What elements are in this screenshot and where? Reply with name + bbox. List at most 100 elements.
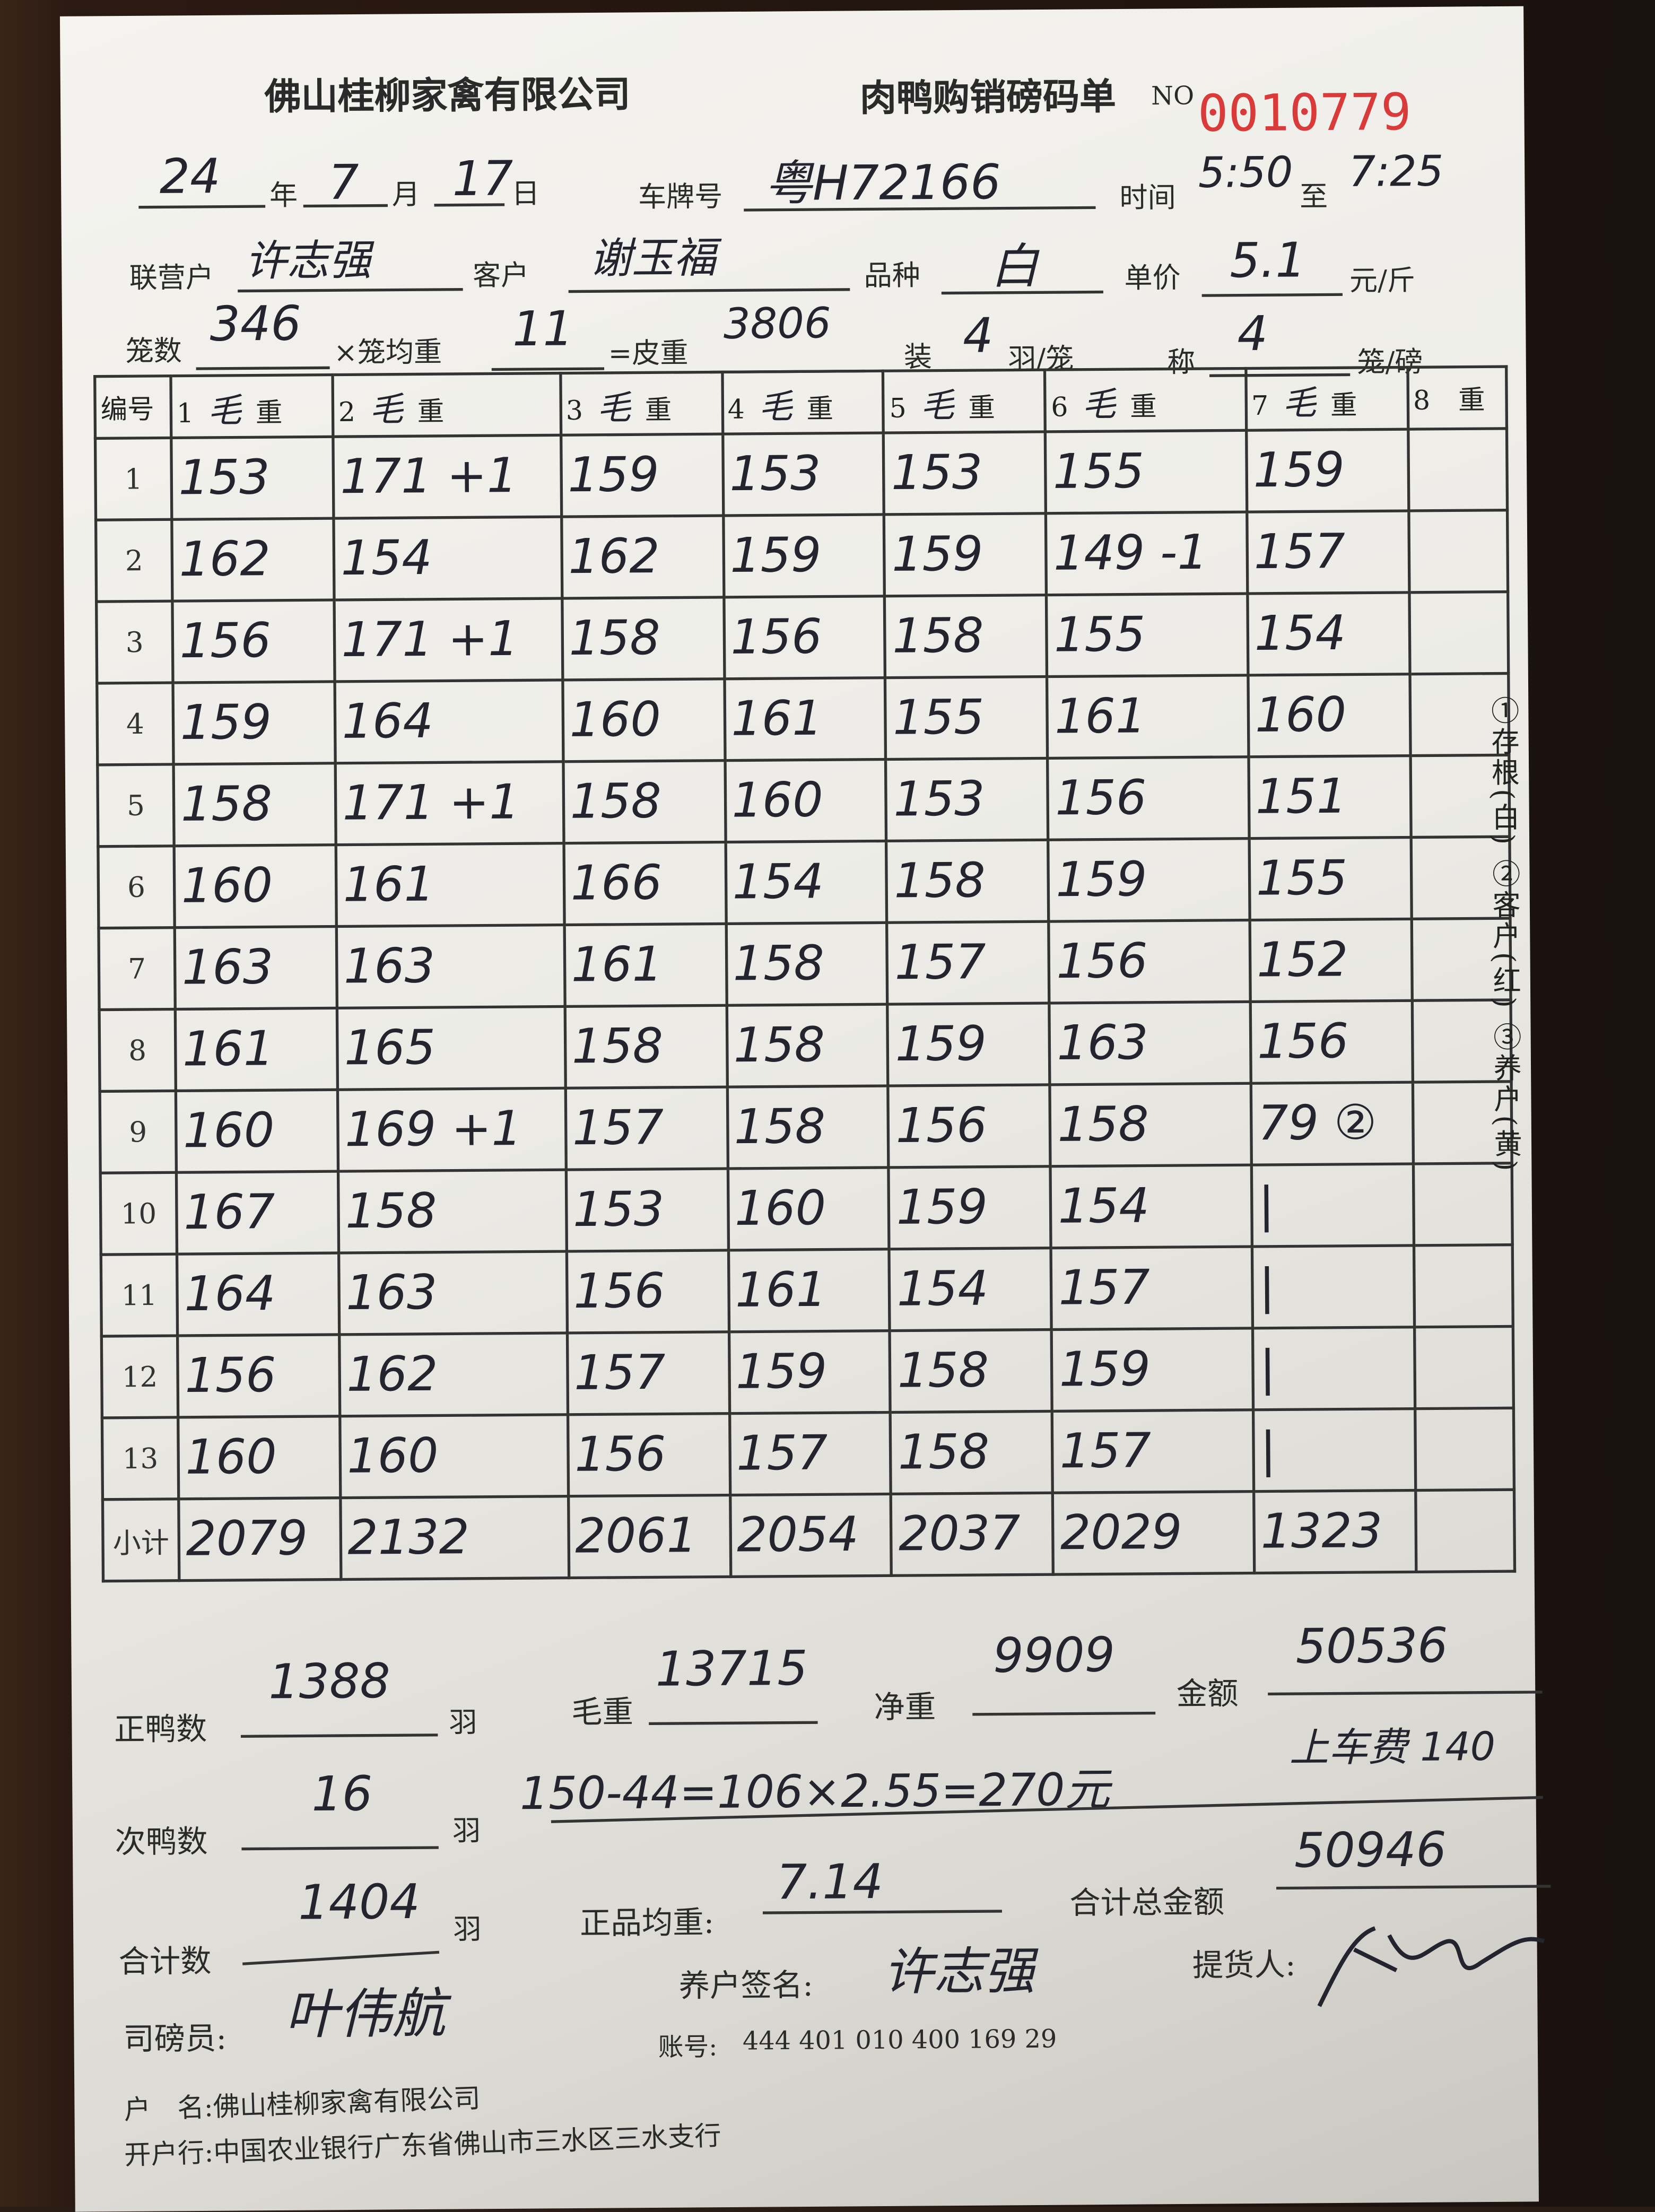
tare-label: =皮重 bbox=[608, 335, 689, 370]
net-label: 净重 bbox=[874, 1691, 936, 1727]
farmer-label: 养户签名: bbox=[678, 1969, 814, 2005]
weight-cell bbox=[1414, 1408, 1514, 1491]
copy-note: ①存根(白) ②客户(红) ③养户(黄) bbox=[1486, 695, 1523, 1174]
avg-label: 正品均重: bbox=[579, 1906, 715, 1943]
row-number: 8 bbox=[99, 1009, 176, 1092]
underline bbox=[242, 1950, 440, 1965]
net-value: 9909 bbox=[992, 1627, 1116, 1685]
weight-cell: 161 bbox=[724, 677, 886, 761]
weight-cell: 159 bbox=[560, 434, 723, 517]
subtotal-cell: 1323 bbox=[1253, 1490, 1416, 1573]
weight-cell: | bbox=[1251, 1164, 1414, 1247]
weight-cell: 159 bbox=[1051, 1328, 1253, 1412]
price-label: 单价 bbox=[1124, 260, 1181, 295]
weight-cell: 162 bbox=[339, 1333, 568, 1416]
subtotal-cell bbox=[1415, 1490, 1515, 1572]
account-name-line: 户 名:佛山桂柳家禽有限公司 bbox=[123, 2078, 481, 2128]
table-row: 1 153 171 +1 159 153 153 155 159 bbox=[95, 428, 1508, 520]
price-value: 5.1 bbox=[1229, 233, 1306, 290]
weight-cell: 155 bbox=[1249, 837, 1412, 920]
column-handwritten: 毛 bbox=[1282, 382, 1317, 423]
column-number: 4 bbox=[727, 394, 745, 425]
weight-cell: 160 bbox=[339, 1414, 568, 1498]
weight-cell: 156 bbox=[888, 1084, 1051, 1168]
year-label: 年 bbox=[269, 178, 298, 212]
bank-name: 中国农业银行广东省佛山市三水区三水支行 bbox=[213, 2120, 722, 2169]
corner-header: 编号 bbox=[94, 376, 171, 439]
weight-cell: 154 bbox=[1050, 1165, 1252, 1248]
underline bbox=[240, 1734, 438, 1738]
subtotal-cell: 2079 bbox=[178, 1497, 341, 1581]
total-value: 1404 bbox=[298, 1874, 421, 1932]
weight-cell: 157 bbox=[887, 921, 1050, 1005]
total-label: 合计数 bbox=[118, 1945, 212, 1981]
subtotal-cell: 2029 bbox=[1053, 1491, 1254, 1575]
weight-cell: 158 bbox=[561, 597, 724, 680]
weight-cell: 156 bbox=[1049, 920, 1250, 1004]
account-number: 444 401 010 400 169 29 bbox=[742, 2025, 1057, 2057]
weight-cell bbox=[1407, 428, 1508, 511]
weight-cell: 163 bbox=[175, 926, 337, 1009]
table-row: 5 158 171 +1 158 160 153 156 151 bbox=[97, 755, 1510, 847]
weight-cell: 158 bbox=[726, 1004, 889, 1087]
no-label: NO bbox=[1151, 81, 1195, 112]
picker-label: 提货人: bbox=[1192, 1948, 1296, 1985]
table-row: 9 160 169 +1 157 158 156 158 79 ② bbox=[100, 1081, 1512, 1173]
weight-cell: 160 bbox=[176, 1090, 338, 1173]
weight-cell: 154 bbox=[1247, 592, 1409, 675]
underline bbox=[434, 203, 505, 207]
subtotal-cell: 2132 bbox=[340, 1496, 569, 1580]
column-handwritten: 毛 bbox=[207, 390, 242, 430]
weight-cell: 157 bbox=[565, 1087, 728, 1170]
weight-cell: 157 bbox=[567, 1331, 729, 1415]
weight-cell: 155 bbox=[885, 676, 1048, 760]
weight-cell: 154 bbox=[725, 841, 887, 924]
weight-cell: 158 bbox=[338, 1170, 567, 1253]
weight-cell: 157 bbox=[1246, 510, 1409, 594]
row-number: 7 bbox=[98, 927, 176, 1010]
customer-value: 谢玉福 bbox=[589, 234, 717, 284]
cages-label: 笼数 bbox=[125, 333, 182, 368]
column-number: 5 bbox=[889, 393, 907, 424]
table-row: 13 160 160 156 157 158 157 | bbox=[102, 1408, 1514, 1500]
variety-value: 白 bbox=[990, 239, 1039, 296]
weight-cell bbox=[1408, 591, 1509, 674]
price-unit: 元/斤 bbox=[1349, 263, 1416, 298]
column-handwritten: 毛 bbox=[597, 387, 631, 428]
underline bbox=[238, 288, 463, 293]
column-number: 2 bbox=[338, 396, 356, 428]
column-weight-label: 重 bbox=[1458, 385, 1485, 416]
name-label: 户 名: bbox=[123, 2092, 214, 2126]
weight-cell: 158 bbox=[890, 1329, 1053, 1413]
weight-cell: 154 bbox=[890, 1248, 1052, 1331]
weight-cell: 79 ② bbox=[1250, 1082, 1413, 1165]
column-handwritten: 毛 bbox=[1082, 384, 1116, 424]
weight-cell: 161 bbox=[175, 1008, 338, 1091]
weight-cell: 152 bbox=[1249, 919, 1412, 1002]
weight-cell: 158 bbox=[725, 922, 888, 1006]
table-row: 10 167 158 153 160 159 154 | bbox=[100, 1163, 1513, 1255]
weight-cell: 160 bbox=[1248, 674, 1410, 757]
weight-cell: 164 bbox=[334, 680, 563, 763]
customer-label: 客户 bbox=[472, 258, 529, 292]
row-number: 13 bbox=[102, 1417, 179, 1500]
row-number: 6 bbox=[98, 846, 175, 928]
form-title: 肉鸭购销磅码单 bbox=[859, 76, 1117, 121]
subtotal-label: 小计 bbox=[102, 1499, 179, 1581]
account-name: 佛山桂柳家禽有限公司 bbox=[212, 2083, 481, 2123]
weight-cell: 166 bbox=[563, 842, 726, 925]
column-weight-label: 重 bbox=[1330, 389, 1357, 421]
underline bbox=[1201, 293, 1343, 297]
column-weight-label: 重 bbox=[968, 391, 996, 423]
weight-cell: 159 bbox=[889, 1166, 1051, 1249]
weigher-label: 司磅员: bbox=[123, 2022, 227, 2058]
weight-cell: 158 bbox=[727, 1086, 889, 1169]
weight-cell: 156 bbox=[566, 1250, 729, 1333]
